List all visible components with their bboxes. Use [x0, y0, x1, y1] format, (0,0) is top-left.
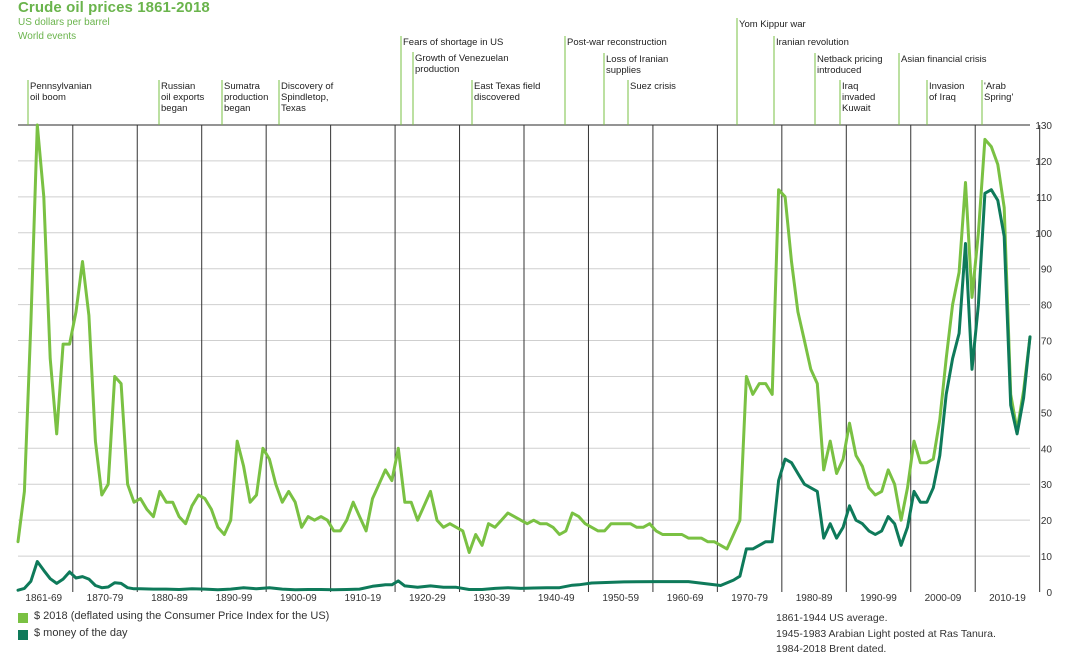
- event-label: Netback pricing introduced: [817, 54, 883, 76]
- x-tick-label: 1950-59: [602, 593, 639, 604]
- y-tick-label: 70: [1041, 337, 1053, 348]
- legend-label-deflated: $ 2018 (deflated using the Consumer Pric…: [34, 610, 330, 622]
- x-tick-label: 1970-79: [731, 593, 768, 604]
- chart-subtitle: US dollars per barrel: [18, 17, 110, 28]
- y-tick-label: 130: [1035, 121, 1052, 132]
- event-label: Fears of shortage in US: [403, 37, 504, 48]
- chart-title: Crude oil prices 1861-2018: [18, 0, 210, 16]
- x-tick-label: 1880-89: [151, 593, 188, 604]
- y-tick-label: 50: [1041, 408, 1053, 419]
- legend-label-nominal: $ money of the day: [34, 627, 128, 639]
- y-tick-label: 90: [1041, 265, 1053, 276]
- y-tick-label: 10: [1041, 552, 1053, 563]
- event-label: Sumatra production began: [224, 81, 269, 114]
- series-line-nominal: [16, 188, 1032, 592]
- event-label: Iraq invaded Kuwait: [842, 81, 876, 114]
- events-heading: World events: [18, 31, 77, 42]
- event-label: Post-war reconstruction: [567, 37, 667, 48]
- y-tick-label: 80: [1041, 301, 1053, 312]
- x-tick-label: 1861-69: [25, 593, 62, 604]
- x-tick-label: 1960-69: [667, 593, 704, 604]
- event-label: Asian financial crisis: [901, 54, 987, 65]
- x-tick-label: 1870-79: [87, 593, 124, 604]
- y-tick-label: 120: [1035, 157, 1052, 168]
- event-label: Suez crisis: [630, 81, 676, 92]
- event-label: Discovery of Spindletop, Texas: [281, 81, 334, 114]
- event-label: Russian oil exports began: [161, 81, 205, 114]
- x-tick-label: 1900-09: [280, 593, 317, 604]
- y-tick-label: 40: [1041, 444, 1053, 455]
- event-label: Invasion of Iraq: [929, 81, 965, 103]
- x-tick-label: 1910-19: [345, 593, 382, 604]
- event-label: Iranian revolution: [776, 37, 849, 48]
- x-tick-label: 1920-29: [409, 593, 446, 604]
- event-label: 'Arab Spring': [984, 81, 1014, 103]
- legend-swatch-deflated: [18, 613, 28, 623]
- event-label: Yom Kippur war: [739, 19, 806, 30]
- x-tick-label: 1940-49: [538, 593, 575, 604]
- y-tick-label: 20: [1041, 516, 1053, 527]
- event-label: Growth of Venezuelan production: [415, 53, 509, 75]
- y-tick-label: 0: [1046, 588, 1052, 599]
- event-label: East Texas field discovered: [474, 81, 541, 103]
- source-note-2: 1945-1983 Arabian Light posted at Ras Ta…: [776, 628, 996, 640]
- y-tick-label: 30: [1041, 480, 1053, 491]
- y-tick-label: 110: [1036, 193, 1052, 204]
- source-note-1: 1861-1944 US average.: [776, 612, 888, 624]
- x-tick-label: 1990-99: [860, 593, 897, 604]
- x-tick-label: 1980-89: [796, 593, 833, 604]
- x-tick-label: 1890-99: [216, 593, 253, 604]
- source-note-3: 1984-2018 Brent dated.: [776, 643, 887, 655]
- y-tick-label: 60: [1041, 372, 1053, 383]
- x-tick-label: 2010-19: [989, 593, 1026, 604]
- y-tick-label: 100: [1035, 229, 1052, 240]
- legend-swatch-nominal: [18, 630, 28, 640]
- x-tick-label: 1930-39: [473, 593, 510, 604]
- event-label: Loss of Iranian supplies: [606, 54, 669, 76]
- event-label: Pennsylvanian oil boom: [30, 81, 92, 103]
- x-tick-label: 2000-09: [925, 593, 962, 604]
- series-line-deflated: [16, 123, 1032, 554]
